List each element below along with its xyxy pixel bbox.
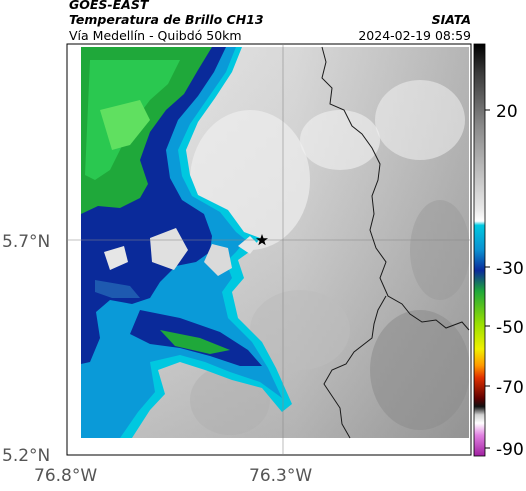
colorbar-ticks [485, 109, 490, 449]
lat-label: 5.7°N [2, 232, 50, 252]
boundary-line-east [321, 46, 470, 331]
location-star-icon [256, 234, 268, 246]
route-label: Vía Medellín - Quibdó 50km [69, 28, 242, 43]
timestamp: 2024-02-19 08:59 [358, 28, 471, 43]
boundary-line-south [323, 295, 387, 439]
colorbar-label: 20 [496, 102, 518, 122]
lon-label: 76.8°W [34, 466, 97, 486]
colorbar [473, 43, 486, 457]
map-subtitle: Temperatura de Brillo CH13 [69, 12, 264, 27]
lat-label: 5.2°N [2, 446, 50, 466]
lon-label: 76.3°W [249, 466, 312, 486]
colorbar-label: -90 [496, 440, 524, 460]
colorbar-label: -30 [496, 259, 524, 279]
brightness-field [81, 47, 469, 438]
organization-label: SIATA [431, 12, 471, 27]
colorbar-label: -70 [496, 378, 524, 398]
map-title: GOES-EAST [69, 0, 149, 12]
colorbar-label: -50 [496, 318, 524, 338]
